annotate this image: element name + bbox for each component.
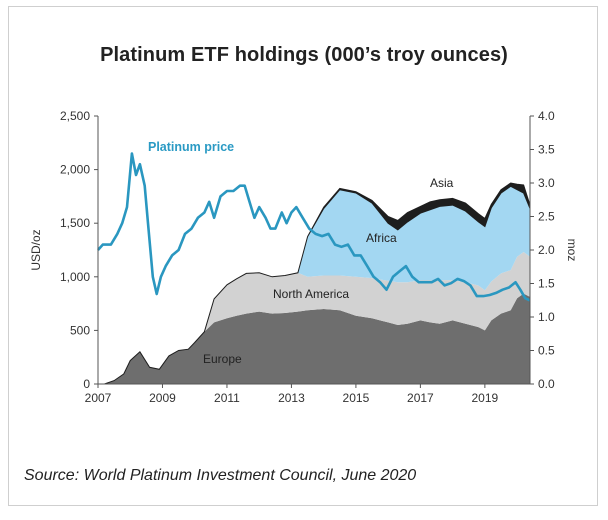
y-left-tick-label: 1,000 [60,270,90,284]
x-tick-label: 2011 [214,391,240,405]
price-line-group [97,152,531,302]
y-left-axis-title: USD/oz [29,229,43,270]
region-labels: Platinum price Asia Africa North America Eur… [148,140,454,366]
line-platinum-price [97,152,531,302]
x-tick-label: 2015 [343,391,370,405]
area-africa [104,186,531,384]
x-tick-label: 2019 [472,391,499,405]
label-asia: Asia [430,176,454,190]
y-right-tick-label: 3.0 [538,176,555,190]
x-tick-label: 2017 [407,391,434,405]
y-right-tick-label: 1.0 [538,310,555,324]
y-right-tick-label: 0.0 [538,377,555,391]
x-tick-label: 2007 [85,391,112,405]
x-tick-label: 2013 [278,391,305,405]
label-europe: Europe [203,352,242,366]
y-left-tick-label: 1,500 [60,216,90,230]
x-tick-label: 2009 [149,391,176,405]
y-left-tick-label: 500 [70,323,90,337]
y-right-tick-label: 0.5 [538,344,555,358]
area-europe [104,293,531,384]
y-left-tick-label: 2,500 [60,109,90,123]
source-note: Source: World Platinum Investment Counci… [24,467,417,484]
y-right-tick-label: 2.5 [538,210,555,224]
chart-title: Platinum ETF holdings (000’s troy ounces… [100,44,508,66]
label-platinum-price: Platinum price [148,140,234,154]
area-north-america [104,252,531,384]
y-left-tick-label: 0 [83,377,90,391]
y-right-tick-label: 4.0 [538,109,555,123]
label-africa: Africa [366,231,397,245]
y-right-tick-label: 1.5 [538,277,555,291]
y-right-tick-label: 2.0 [538,243,555,257]
label-north-america: North America [273,287,349,301]
y-left-tick-label: 2,000 [60,163,90,177]
y-right-tick-label: 3.5 [538,143,555,157]
axes: 2007 2009 2011 2013 2015 2017 2019 0 500 1,000 1,5… [29,109,579,405]
y-right-axis-title: moz [565,239,579,262]
